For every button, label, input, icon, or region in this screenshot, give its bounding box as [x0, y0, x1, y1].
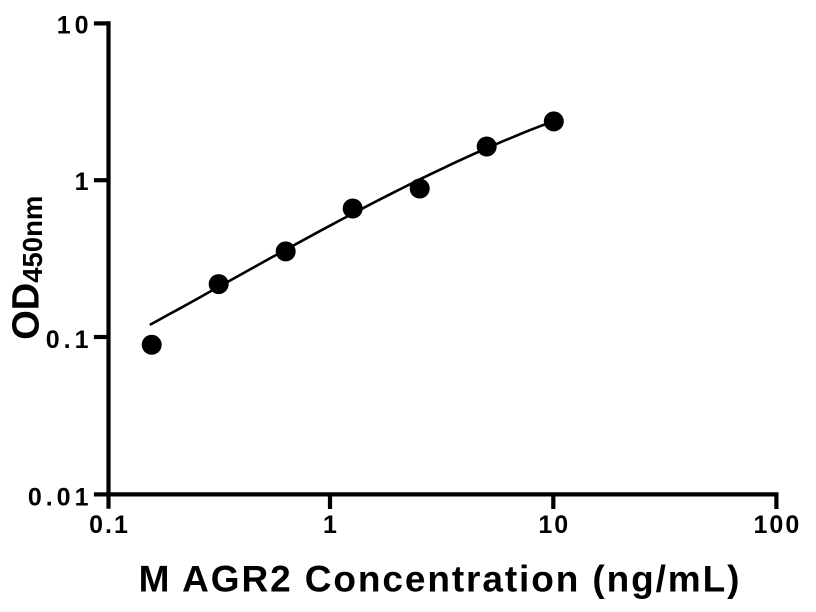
- svg-text:10: 10: [538, 511, 570, 539]
- svg-text:0.1: 0.1: [89, 511, 130, 539]
- svg-text:M AGR2 Concentration (ng/mL): M AGR2 Concentration (ng/mL): [139, 558, 742, 599]
- svg-text:0.01: 0.01: [28, 483, 93, 511]
- svg-text:10: 10: [57, 11, 93, 39]
- svg-text:0.1: 0.1: [46, 326, 93, 354]
- svg-text:1: 1: [75, 168, 93, 196]
- svg-text:100: 100: [754, 511, 802, 539]
- svg-text:1: 1: [323, 511, 339, 539]
